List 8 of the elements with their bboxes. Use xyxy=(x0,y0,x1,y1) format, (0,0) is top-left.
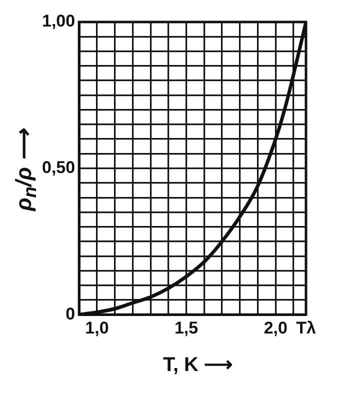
y-tick-label: 0,50 xyxy=(42,158,76,177)
y-tick-label: 1,00 xyxy=(42,12,76,31)
y-tick-label: 0 xyxy=(66,304,76,324)
x-axis-title: T, K ⟶ xyxy=(162,353,234,377)
x-tick-label: 1,0 xyxy=(85,318,109,338)
x-tick-label: 1,5 xyxy=(174,318,198,338)
x-tick-label: 2,0 xyxy=(264,318,288,338)
x-tick-label: Tλ xyxy=(296,318,316,338)
